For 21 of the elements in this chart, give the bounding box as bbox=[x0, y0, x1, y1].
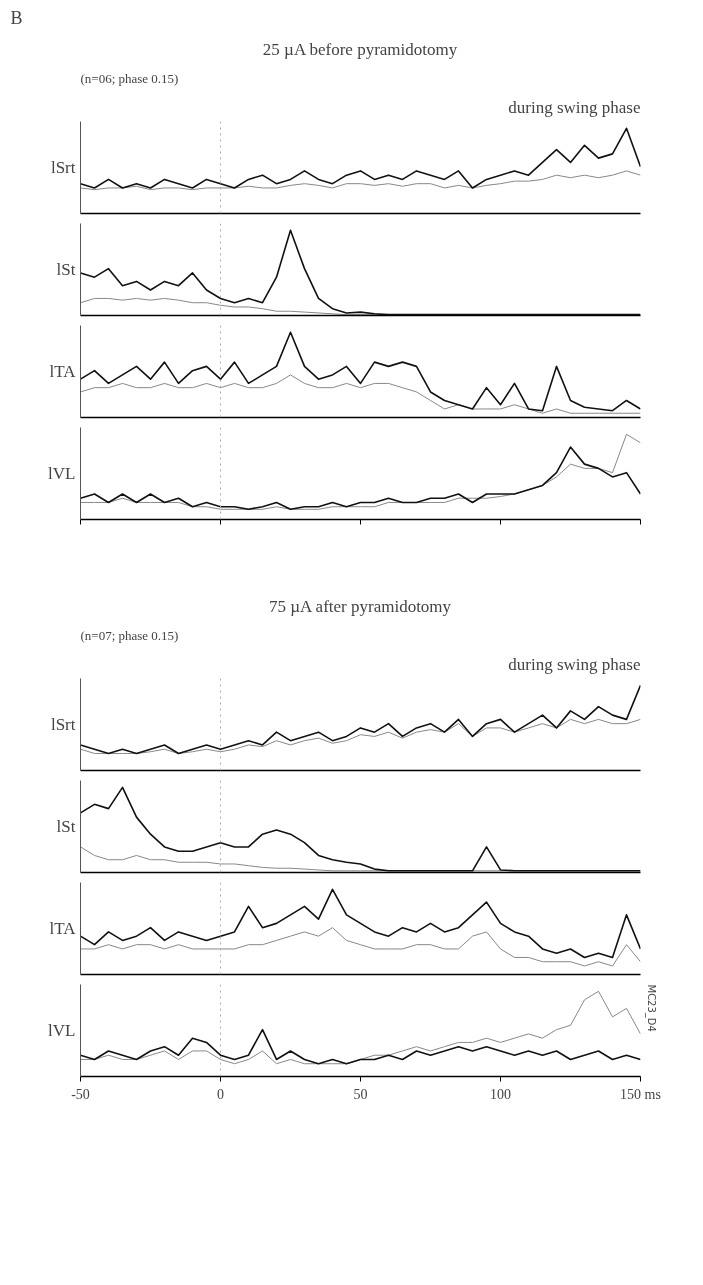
text: B bbox=[10, 7, 23, 28]
y-axis-title: lSrt bbox=[50, 715, 76, 734]
x-tick-label: 50 bbox=[353, 1086, 368, 1102]
y-axis-title: lTA bbox=[49, 919, 77, 938]
y-axis-title: lSt bbox=[56, 817, 76, 836]
text: during swing phase bbox=[508, 97, 641, 117]
x-tick-label: 150 ms bbox=[620, 1086, 661, 1102]
y-axis-title: lSt bbox=[56, 260, 76, 279]
y-axis-title: lSrt bbox=[50, 158, 76, 177]
y-axis-title: lTA bbox=[49, 362, 77, 381]
chart-title: 25 µA before pyramidotomy bbox=[262, 39, 458, 59]
chart-title: 75 µA after pyramidotomy bbox=[268, 596, 452, 616]
text: MC23_D4 bbox=[644, 984, 657, 1032]
y-axis-title: lVL bbox=[48, 464, 76, 483]
x-tick-label: 0 bbox=[217, 1086, 224, 1102]
x-tick-label: 100 bbox=[490, 1086, 511, 1102]
y-axis-title: lVL bbox=[48, 1021, 76, 1040]
chart-subtitle: (n=06; phase 0.15) bbox=[80, 70, 179, 86]
text: during swing phase bbox=[508, 654, 641, 674]
x-tick-label: -50 bbox=[71, 1086, 90, 1102]
chart-subtitle: (n=07; phase 0.15) bbox=[80, 627, 179, 643]
